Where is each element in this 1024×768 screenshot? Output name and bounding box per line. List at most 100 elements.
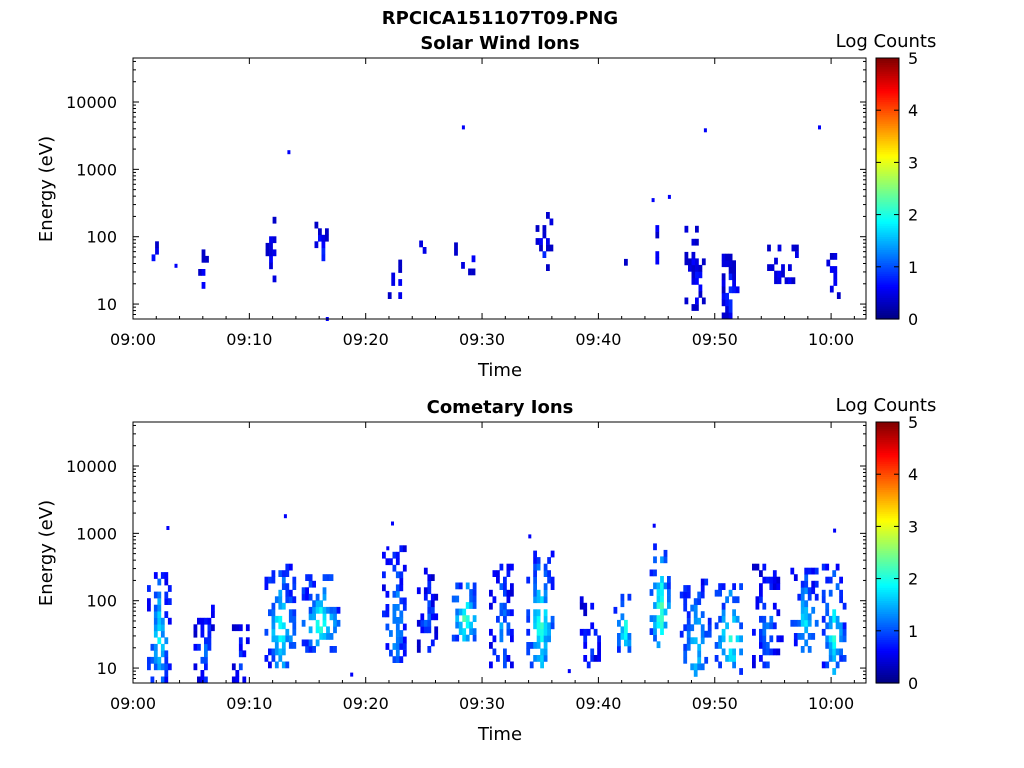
colorbar-step bbox=[876, 515, 899, 519]
spectrogram-cell bbox=[271, 622, 276, 630]
spectrogram-cell bbox=[583, 609, 588, 617]
spectrogram-cell bbox=[732, 273, 736, 281]
spectrogram-cell bbox=[333, 606, 337, 614]
colorbar-step bbox=[876, 190, 899, 194]
spectrogram-cell bbox=[510, 661, 514, 669]
spectrogram-cell bbox=[489, 642, 493, 649]
colorbar-step bbox=[876, 654, 899, 658]
spectrogram-cell bbox=[762, 635, 767, 643]
spectrogram-cell bbox=[725, 312, 729, 320]
colorbar-step bbox=[876, 517, 899, 521]
spectrogram-cell bbox=[510, 563, 514, 571]
spectrogram-cell bbox=[536, 609, 541, 617]
spectrogram-cell bbox=[725, 299, 729, 307]
spectrogram-cell bbox=[821, 596, 826, 604]
spectrogram-cell bbox=[686, 630, 691, 638]
colorbar-step bbox=[876, 127, 899, 131]
spectrogram-cell bbox=[325, 234, 329, 242]
spectrogram-cell bbox=[698, 264, 703, 272]
spectrogram-cell bbox=[499, 602, 504, 610]
spectrogram-cell bbox=[539, 244, 543, 252]
spectrogram-cell bbox=[656, 602, 661, 609]
spectrogram-cell bbox=[391, 272, 396, 280]
colorbar-step bbox=[876, 118, 899, 122]
spectrogram-cell bbox=[732, 648, 736, 656]
spectrogram-cell bbox=[728, 286, 733, 294]
spectrogram-cell bbox=[653, 628, 657, 635]
spectrogram-cell bbox=[543, 655, 548, 662]
spectrogram-cell bbox=[455, 615, 460, 622]
spectrogram-cell bbox=[839, 648, 843, 656]
spectrogram-cell bbox=[288, 642, 293, 649]
spectrogram-cell bbox=[536, 563, 541, 571]
spectrogram-cell bbox=[319, 600, 323, 608]
spectrogram-cell bbox=[329, 606, 334, 614]
spectrogram-cell bbox=[721, 299, 726, 307]
spectrogram-cell bbox=[395, 643, 400, 650]
colorbar-tick-label: 5 bbox=[908, 49, 918, 68]
spectrogram-cell bbox=[434, 593, 439, 601]
spectrogram-cell bbox=[540, 655, 544, 662]
spectrogram-cell bbox=[739, 635, 743, 643]
spectrogram-cell bbox=[597, 655, 601, 662]
spectrogram-cell bbox=[759, 570, 763, 577]
spectrogram-cell bbox=[160, 643, 165, 651]
spectrogram-cell bbox=[533, 609, 537, 617]
spectrogram-cell bbox=[278, 602, 283, 610]
spectrogram-cell bbox=[593, 655, 598, 662]
spectrogram-cell bbox=[193, 624, 198, 632]
spectrogram-cell bbox=[762, 576, 767, 584]
spectrogram-cell bbox=[759, 628, 763, 636]
spectrogram-cell bbox=[461, 262, 465, 269]
spectrogram-cell bbox=[839, 628, 843, 636]
spectrogram-cell bbox=[660, 589, 664, 596]
data-point bbox=[833, 528, 837, 533]
spectrogram-cell bbox=[663, 549, 668, 557]
colorbar-step bbox=[876, 299, 899, 303]
spectrogram-cell bbox=[278, 615, 283, 623]
colorbar-step bbox=[876, 509, 899, 512]
spectrogram-cell bbox=[739, 648, 743, 656]
spectrogram-cell bbox=[526, 615, 531, 623]
colorbar-step bbox=[876, 203, 899, 207]
spectrogram-cell bbox=[543, 596, 548, 604]
colorbar-step bbox=[876, 125, 899, 129]
spectrogram-cell bbox=[157, 604, 162, 612]
spectrogram-cell bbox=[533, 622, 537, 630]
spectrogram-cell bbox=[510, 589, 514, 597]
spectrogram-cell bbox=[597, 648, 601, 656]
spectrogram-cell bbox=[804, 580, 809, 588]
spectrogram-cell bbox=[207, 617, 212, 625]
spectrogram-cell bbox=[301, 593, 306, 601]
spectrogram-cell bbox=[683, 650, 688, 658]
spectrogram-cell bbox=[683, 585, 688, 592]
colorbar-step bbox=[876, 62, 899, 66]
spectrogram-cell bbox=[472, 589, 477, 596]
spectrogram-cell bbox=[422, 247, 427, 254]
spectrogram-cell bbox=[336, 606, 341, 614]
spectrogram-cell bbox=[434, 613, 439, 621]
spectrogram-cell bbox=[732, 609, 736, 617]
spectrogram-cell bbox=[821, 615, 826, 623]
colorbar-step bbox=[876, 268, 899, 272]
colorbar-step bbox=[876, 195, 899, 198]
spectrogram-cell bbox=[285, 563, 290, 571]
colorbar-step bbox=[876, 66, 899, 70]
spectrogram-cell bbox=[728, 299, 733, 307]
spectrogram-cell bbox=[399, 636, 404, 644]
colorbar-step bbox=[876, 64, 899, 68]
spectrogram-cell bbox=[319, 633, 323, 640]
spectrogram-cell bbox=[269, 242, 273, 250]
spectrogram-cell bbox=[653, 634, 657, 642]
spectrogram-cell bbox=[427, 606, 432, 614]
spectrogram-cell bbox=[543, 570, 548, 577]
y-tick-label: 100 bbox=[86, 228, 117, 247]
spectrogram-cell bbox=[392, 551, 397, 559]
spectrogram-cell bbox=[762, 615, 767, 623]
colorbar-step bbox=[876, 554, 899, 558]
spectrogram-cell bbox=[242, 650, 247, 658]
spectrogram-cell bbox=[788, 264, 792, 271]
data-point bbox=[651, 198, 655, 203]
spectrogram-cell bbox=[496, 655, 500, 662]
spectrogram-cell bbox=[157, 617, 162, 625]
